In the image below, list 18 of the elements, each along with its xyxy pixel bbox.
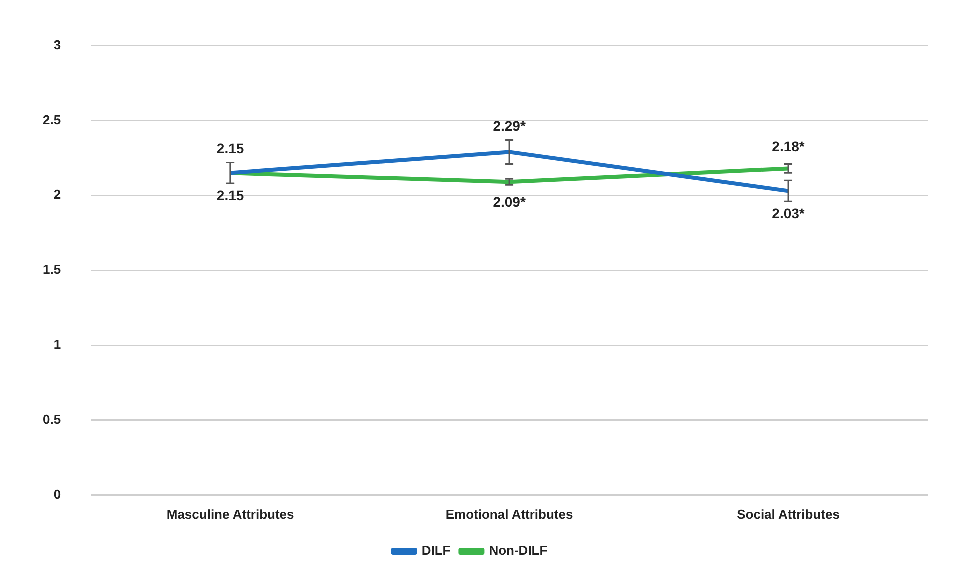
data-label: 2.29* [493,118,526,134]
data-label: 2.09* [493,194,526,210]
y-tick-label: 1 [54,337,62,352]
y-tick-label: 0.5 [42,412,62,428]
data-label: 2.15 [216,188,244,204]
y-tick-label: 2 [54,187,62,202]
y-tick-label: 3 [54,37,62,52]
y-tick-label: 2.5 [42,112,62,128]
legend-label: Non-DILF [489,543,548,558]
data-label: 2.03* [772,206,806,222]
x-tick-label: Masculine Attributes [166,506,294,522]
x-tick-label: Social Attributes [737,506,840,522]
x-tick-label: Emotional Attributes [446,506,574,522]
data-label: 2.15 [216,140,244,157]
legend-label: DILF [422,543,451,558]
y-tick-label: 1.5 [42,262,62,278]
data-label: 2.18* [772,138,806,155]
y-tick-label: 0 [54,486,62,502]
